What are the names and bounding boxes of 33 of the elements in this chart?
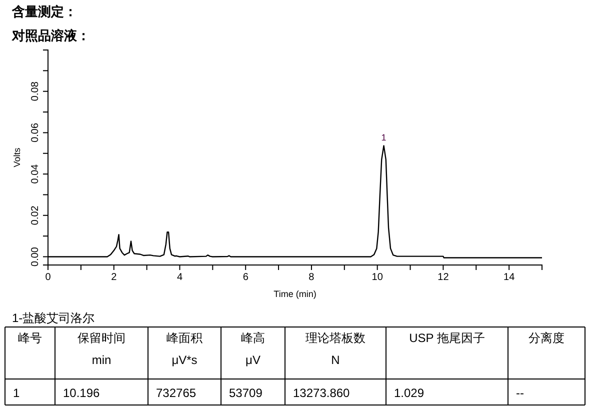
text: USP 拖尾因子 — [409, 331, 485, 345]
x-axis-title: Time (min) — [274, 289, 316, 299]
chart-title: 含量测定： — [11, 4, 77, 19]
x-tick-label: 14 — [504, 272, 516, 284]
annotation: 1 — [381, 132, 386, 143]
y-tick-label: 0.08 — [30, 81, 41, 102]
y-tick-label: 0.06 — [30, 122, 41, 142]
x-tick-label: 4 — [176, 272, 183, 284]
text: -- — [516, 386, 524, 400]
text: 1.029 — [394, 386, 424, 400]
x-tick-label: 12 — [438, 272, 450, 284]
text: 1 — [13, 386, 20, 400]
y-axis-title: Volts — [12, 147, 22, 168]
text: 10.196 — [63, 386, 100, 400]
text: 峰号 — [18, 331, 42, 345]
text: 峰高 μV — [241, 331, 265, 367]
chart-subtitle: 对照品溶液： — [11, 28, 90, 43]
text: 1-盐酸艾司洛尔 — [12, 311, 95, 325]
text: 732765 — [156, 386, 196, 400]
y-tick-label: 0.00 — [30, 246, 41, 266]
x-tick-label: 6 — [242, 272, 249, 284]
x-tick-label: 2 — [111, 272, 118, 284]
text: 理论塔板数 N — [306, 331, 366, 367]
text: 保留时间 min — [78, 331, 126, 367]
x-tick-label: 8 — [308, 272, 315, 284]
y-tick-label: 0.02 — [30, 205, 41, 226]
y-tick-label: 0.04 — [30, 164, 41, 184]
text: 53709 — [229, 386, 263, 400]
x-tick-label: 10 — [372, 272, 384, 284]
x-tick-label: 0 — [45, 272, 52, 284]
text: 分离度 — [528, 331, 564, 345]
text: 13273.860 — [293, 386, 350, 400]
text: 峰面积 μV*s — [166, 331, 202, 367]
